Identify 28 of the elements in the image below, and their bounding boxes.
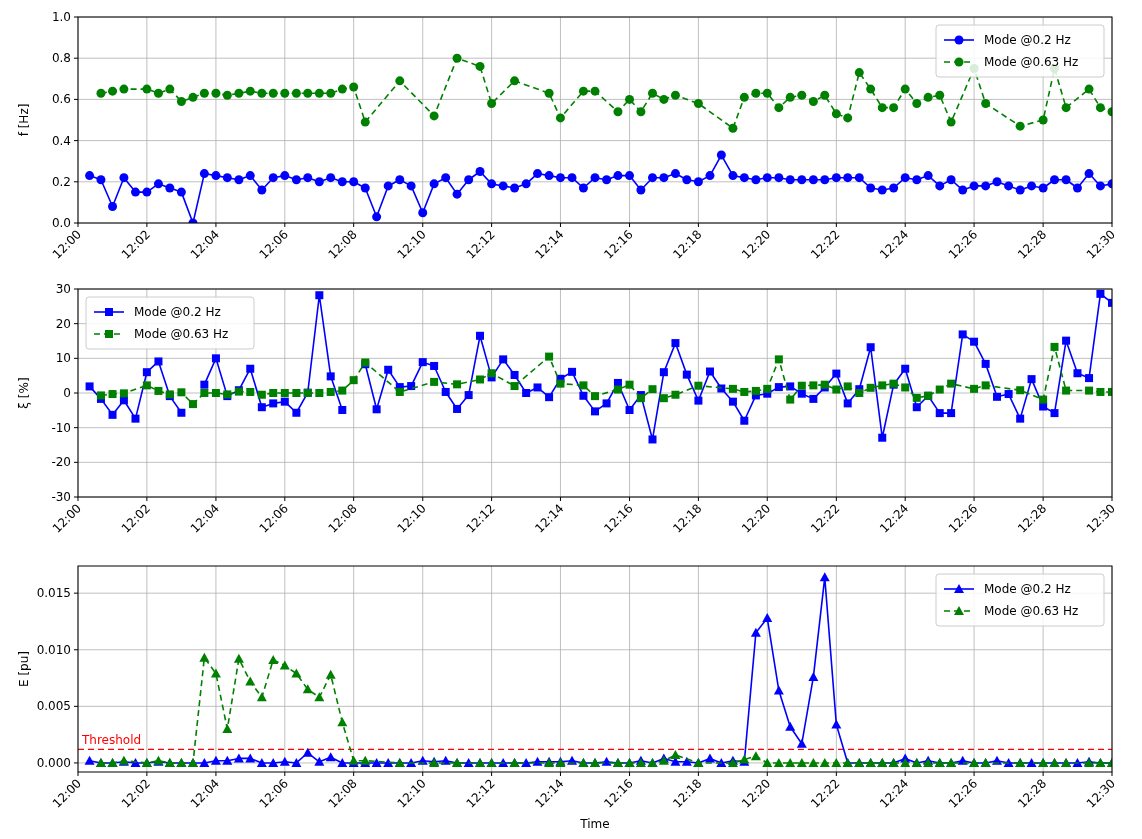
ref-line-label: Threshold [81, 733, 142, 748]
y-tick-label: -30 [51, 490, 71, 504]
legend-label: Mode @0.63 Hz [984, 604, 1079, 618]
y-tick-label: 0.000 [36, 755, 71, 770]
y-tick-label: -20 [51, 455, 71, 470]
y-tick-label: -10 [51, 420, 71, 435]
y-tick-label: 0.010 [36, 642, 71, 657]
legend-label: Mode @0.2 Hz [984, 33, 1071, 47]
y-tick-label: 10 [55, 351, 71, 366]
legend-label: Mode @0.2 Hz [984, 582, 1071, 596]
y-tick-label: 0.015 [36, 586, 71, 601]
y-tick-label: 30 [55, 282, 71, 296]
y-tick-label: 0.4 [51, 133, 71, 148]
legend-label: Mode @0.63 Hz [134, 327, 229, 341]
y-tick-label: 0.0 [51, 216, 71, 230]
y-axis-title: E [pu] [17, 651, 31, 687]
legend-label: Mode @0.2 Hz [134, 305, 221, 319]
legend-label: Mode @0.63 Hz [984, 55, 1079, 69]
y-tick-label: 0.6 [51, 92, 71, 107]
y-tick-label: 1.0 [51, 10, 71, 24]
y-tick-label: 0.8 [51, 51, 71, 66]
y-tick-label: 0 [63, 386, 71, 400]
y-tick-label: 20 [55, 316, 71, 331]
y-tick-label: 0.005 [36, 699, 71, 714]
y-axis-title: ξ [%] [17, 377, 31, 409]
x-axis-title: Time [579, 817, 610, 831]
y-tick-label: 0.2 [51, 174, 71, 189]
y-axis-title: f [Hz] [17, 103, 31, 137]
